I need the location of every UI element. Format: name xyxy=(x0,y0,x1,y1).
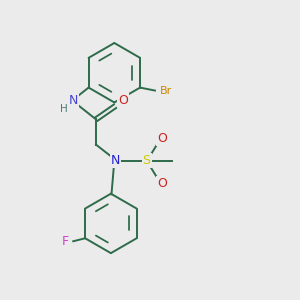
Text: O: O xyxy=(118,94,128,107)
Text: S: S xyxy=(142,154,151,167)
Text: F: F xyxy=(61,235,68,248)
Text: O: O xyxy=(157,132,167,145)
Text: H: H xyxy=(60,104,68,114)
Text: Br: Br xyxy=(160,86,172,96)
Text: O: O xyxy=(157,177,167,190)
Text: N: N xyxy=(111,154,120,167)
Text: N: N xyxy=(69,94,78,107)
